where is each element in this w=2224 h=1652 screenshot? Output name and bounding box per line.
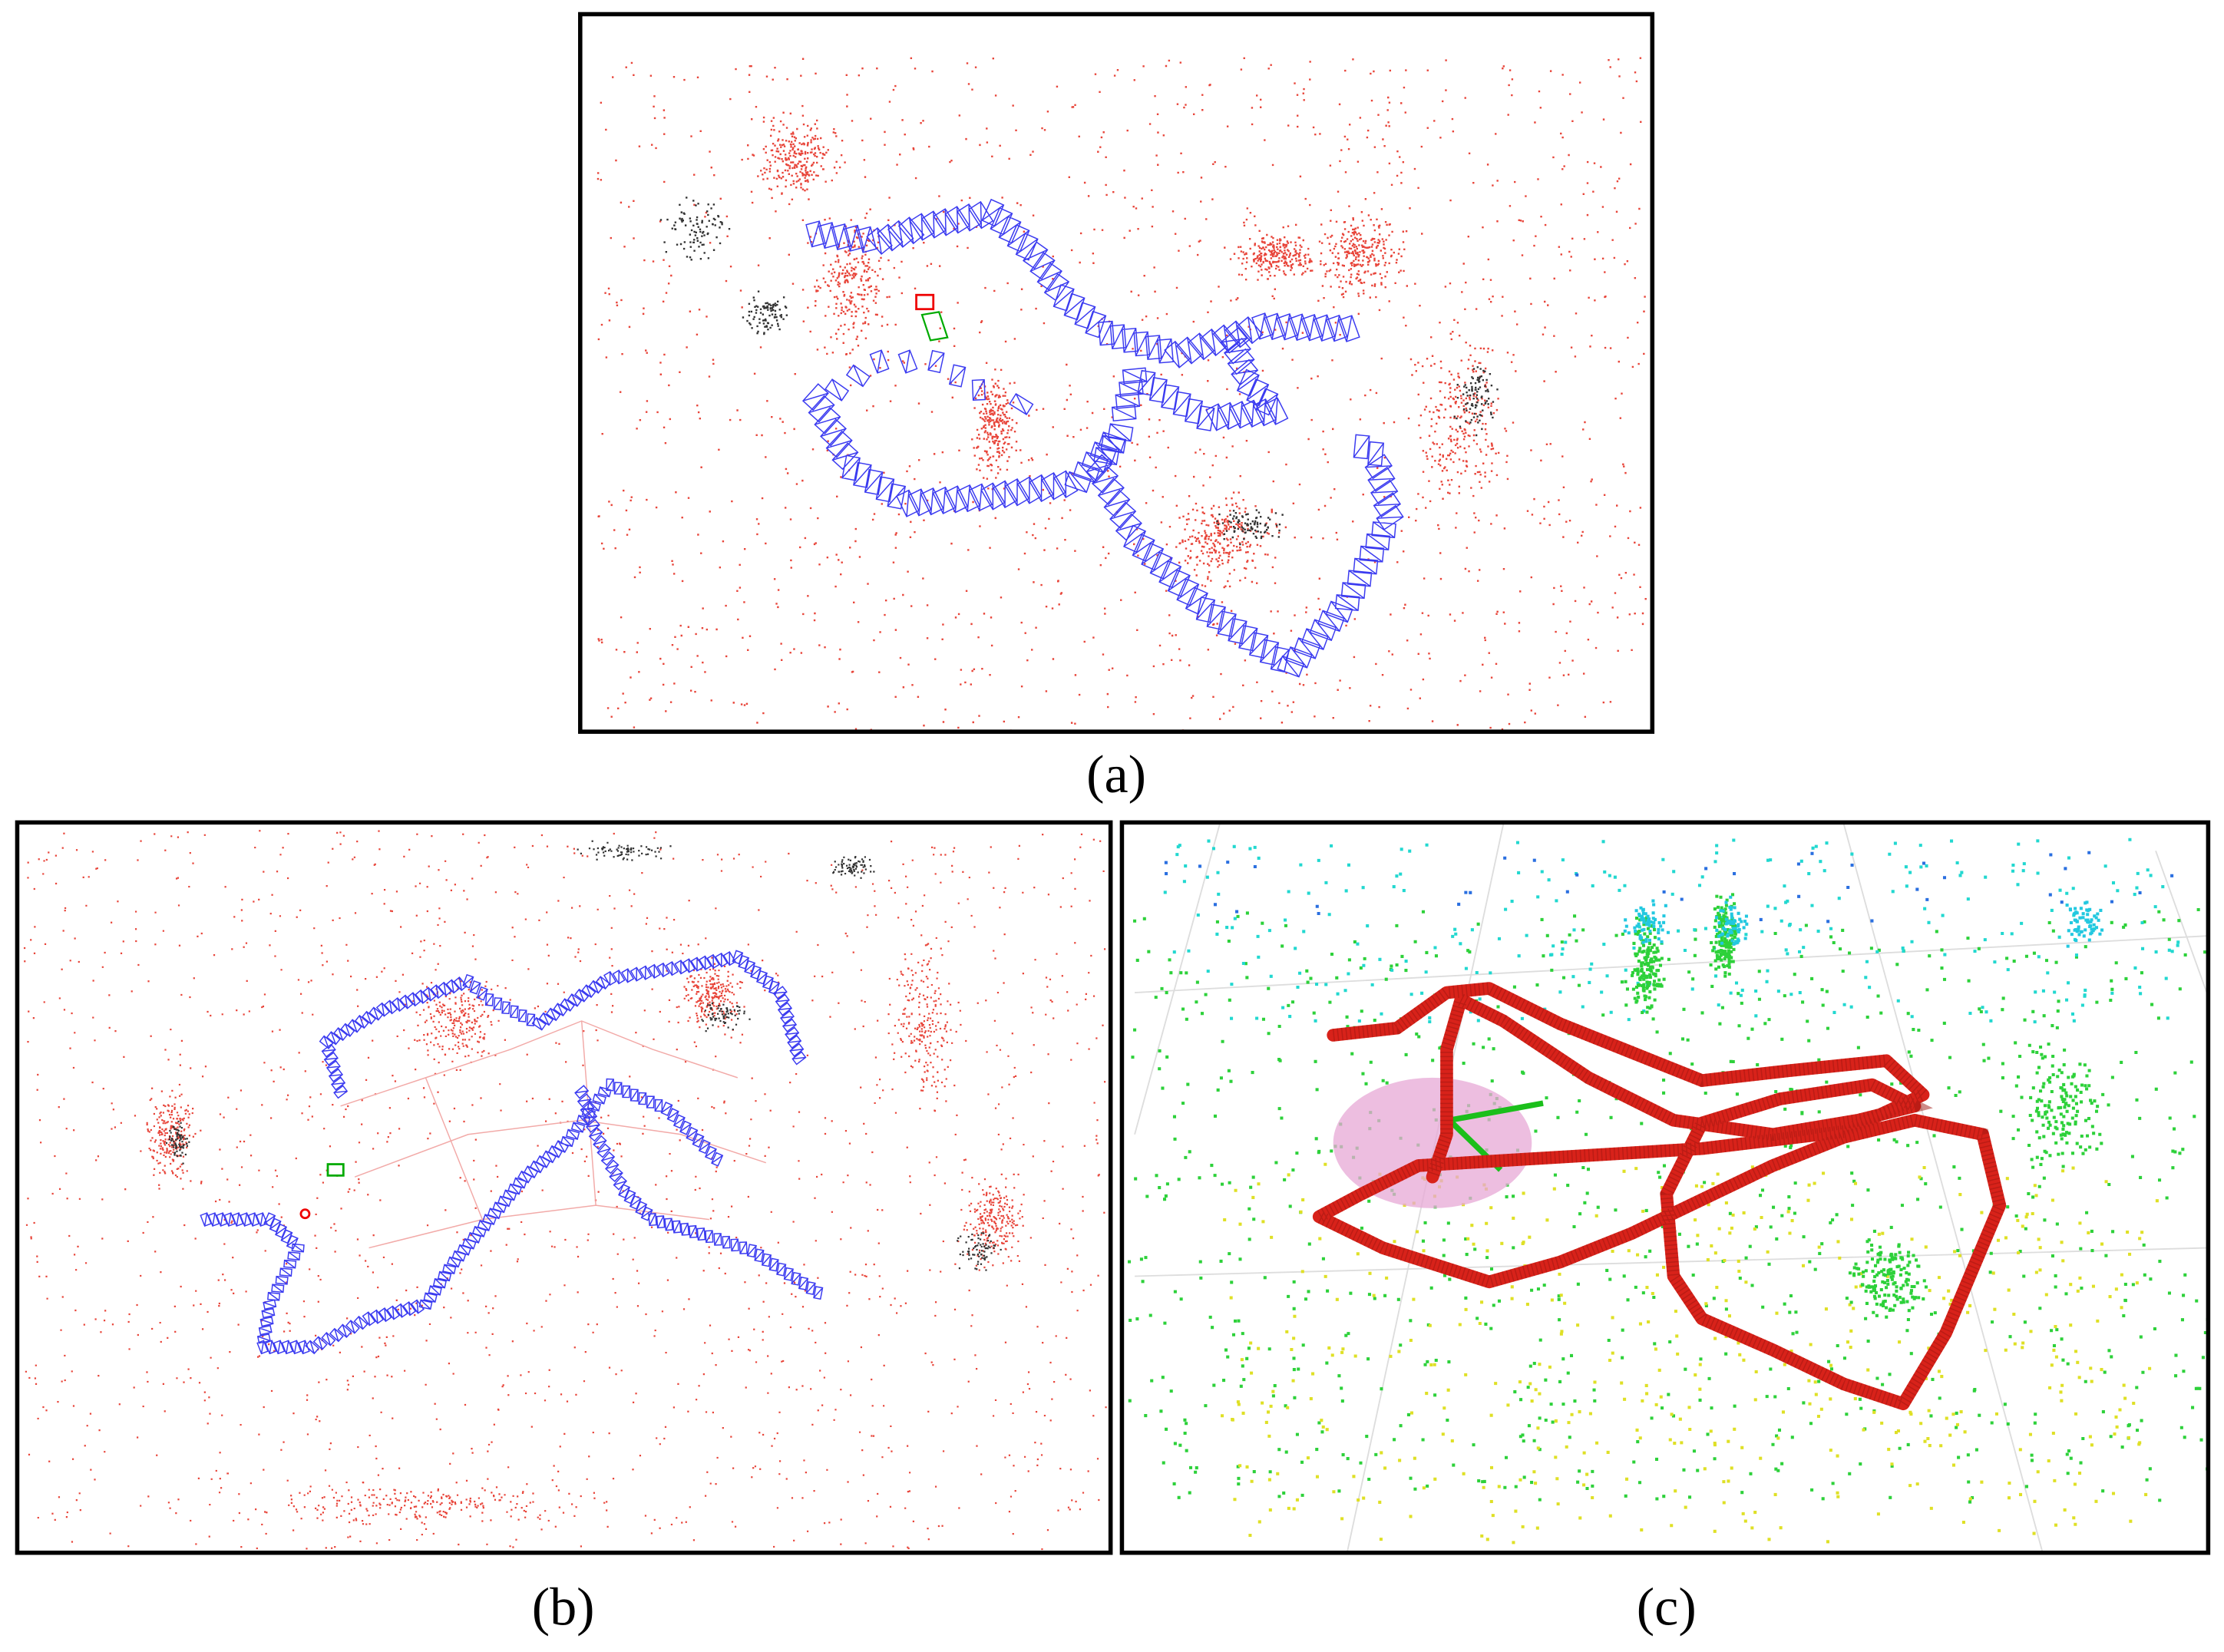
point-cloud: [1845, 1229, 1928, 1319]
camera-frames: [801, 383, 1404, 678]
current-keyframe: [920, 311, 949, 342]
point-cloud: [676, 959, 745, 1029]
trajectory-rings: [1304, 981, 2007, 1412]
pose-graph-edge: [340, 1020, 739, 1107]
point-cloud: [1229, 233, 1327, 281]
robot-footprint: [1333, 1077, 1532, 1208]
ground-grid: [2155, 851, 2207, 993]
point-cloud: [596, 57, 1647, 731]
point-cloud: [2011, 1042, 2110, 1180]
point-cloud: [659, 197, 731, 261]
point-cloud: [957, 1173, 1032, 1271]
point-cloud: [742, 290, 788, 335]
camera-frames: [319, 950, 807, 1099]
panel-a-frame: [578, 12, 1655, 734]
panel-c-view: [1123, 824, 2207, 1551]
point-cloud: [832, 855, 875, 879]
point-cloud: [1418, 308, 1509, 534]
point-cloud: [1320, 209, 1408, 299]
panel-c-frame: [1119, 820, 2211, 1555]
point-cloud: [1623, 899, 1670, 944]
camera-frames: [824, 349, 1034, 415]
point-cloud: [165, 1120, 190, 1165]
ground-grid: [1135, 935, 2207, 993]
pose-graph-edge: [368, 1204, 709, 1249]
pose-graph-edge: [425, 1077, 484, 1220]
point-cloud: [1714, 895, 1749, 946]
camera-frames: [1111, 327, 1289, 431]
current-camera: [299, 1208, 311, 1220]
point-cloud: [701, 1002, 751, 1032]
ground-grid: [1842, 824, 2044, 1551]
panel-label: (a): [1086, 745, 1146, 805]
current-camera: [915, 293, 935, 311]
panel-label: (b): [532, 1577, 595, 1637]
point-cloud: [1625, 916, 1666, 1021]
panel-label: (c): [1637, 1577, 1697, 1637]
axis-x: [1449, 1100, 1544, 1123]
panel-b-view: [23, 830, 1107, 1551]
current-keyframe: [326, 1163, 345, 1177]
ground-grid: [1134, 824, 1221, 1135]
point-cloud: [1216, 509, 1284, 546]
point-cloud: [971, 362, 1018, 491]
camera-frames: [574, 1085, 824, 1300]
point-cloud: [957, 1232, 1002, 1271]
panel-a-view: [596, 57, 1647, 731]
point-cloud: [2065, 900, 2104, 948]
camera-frames: [200, 1078, 724, 1355]
point-cloud: [577, 840, 672, 861]
panel-b-frame: [15, 820, 1113, 1555]
point-cloud: [747, 112, 846, 204]
